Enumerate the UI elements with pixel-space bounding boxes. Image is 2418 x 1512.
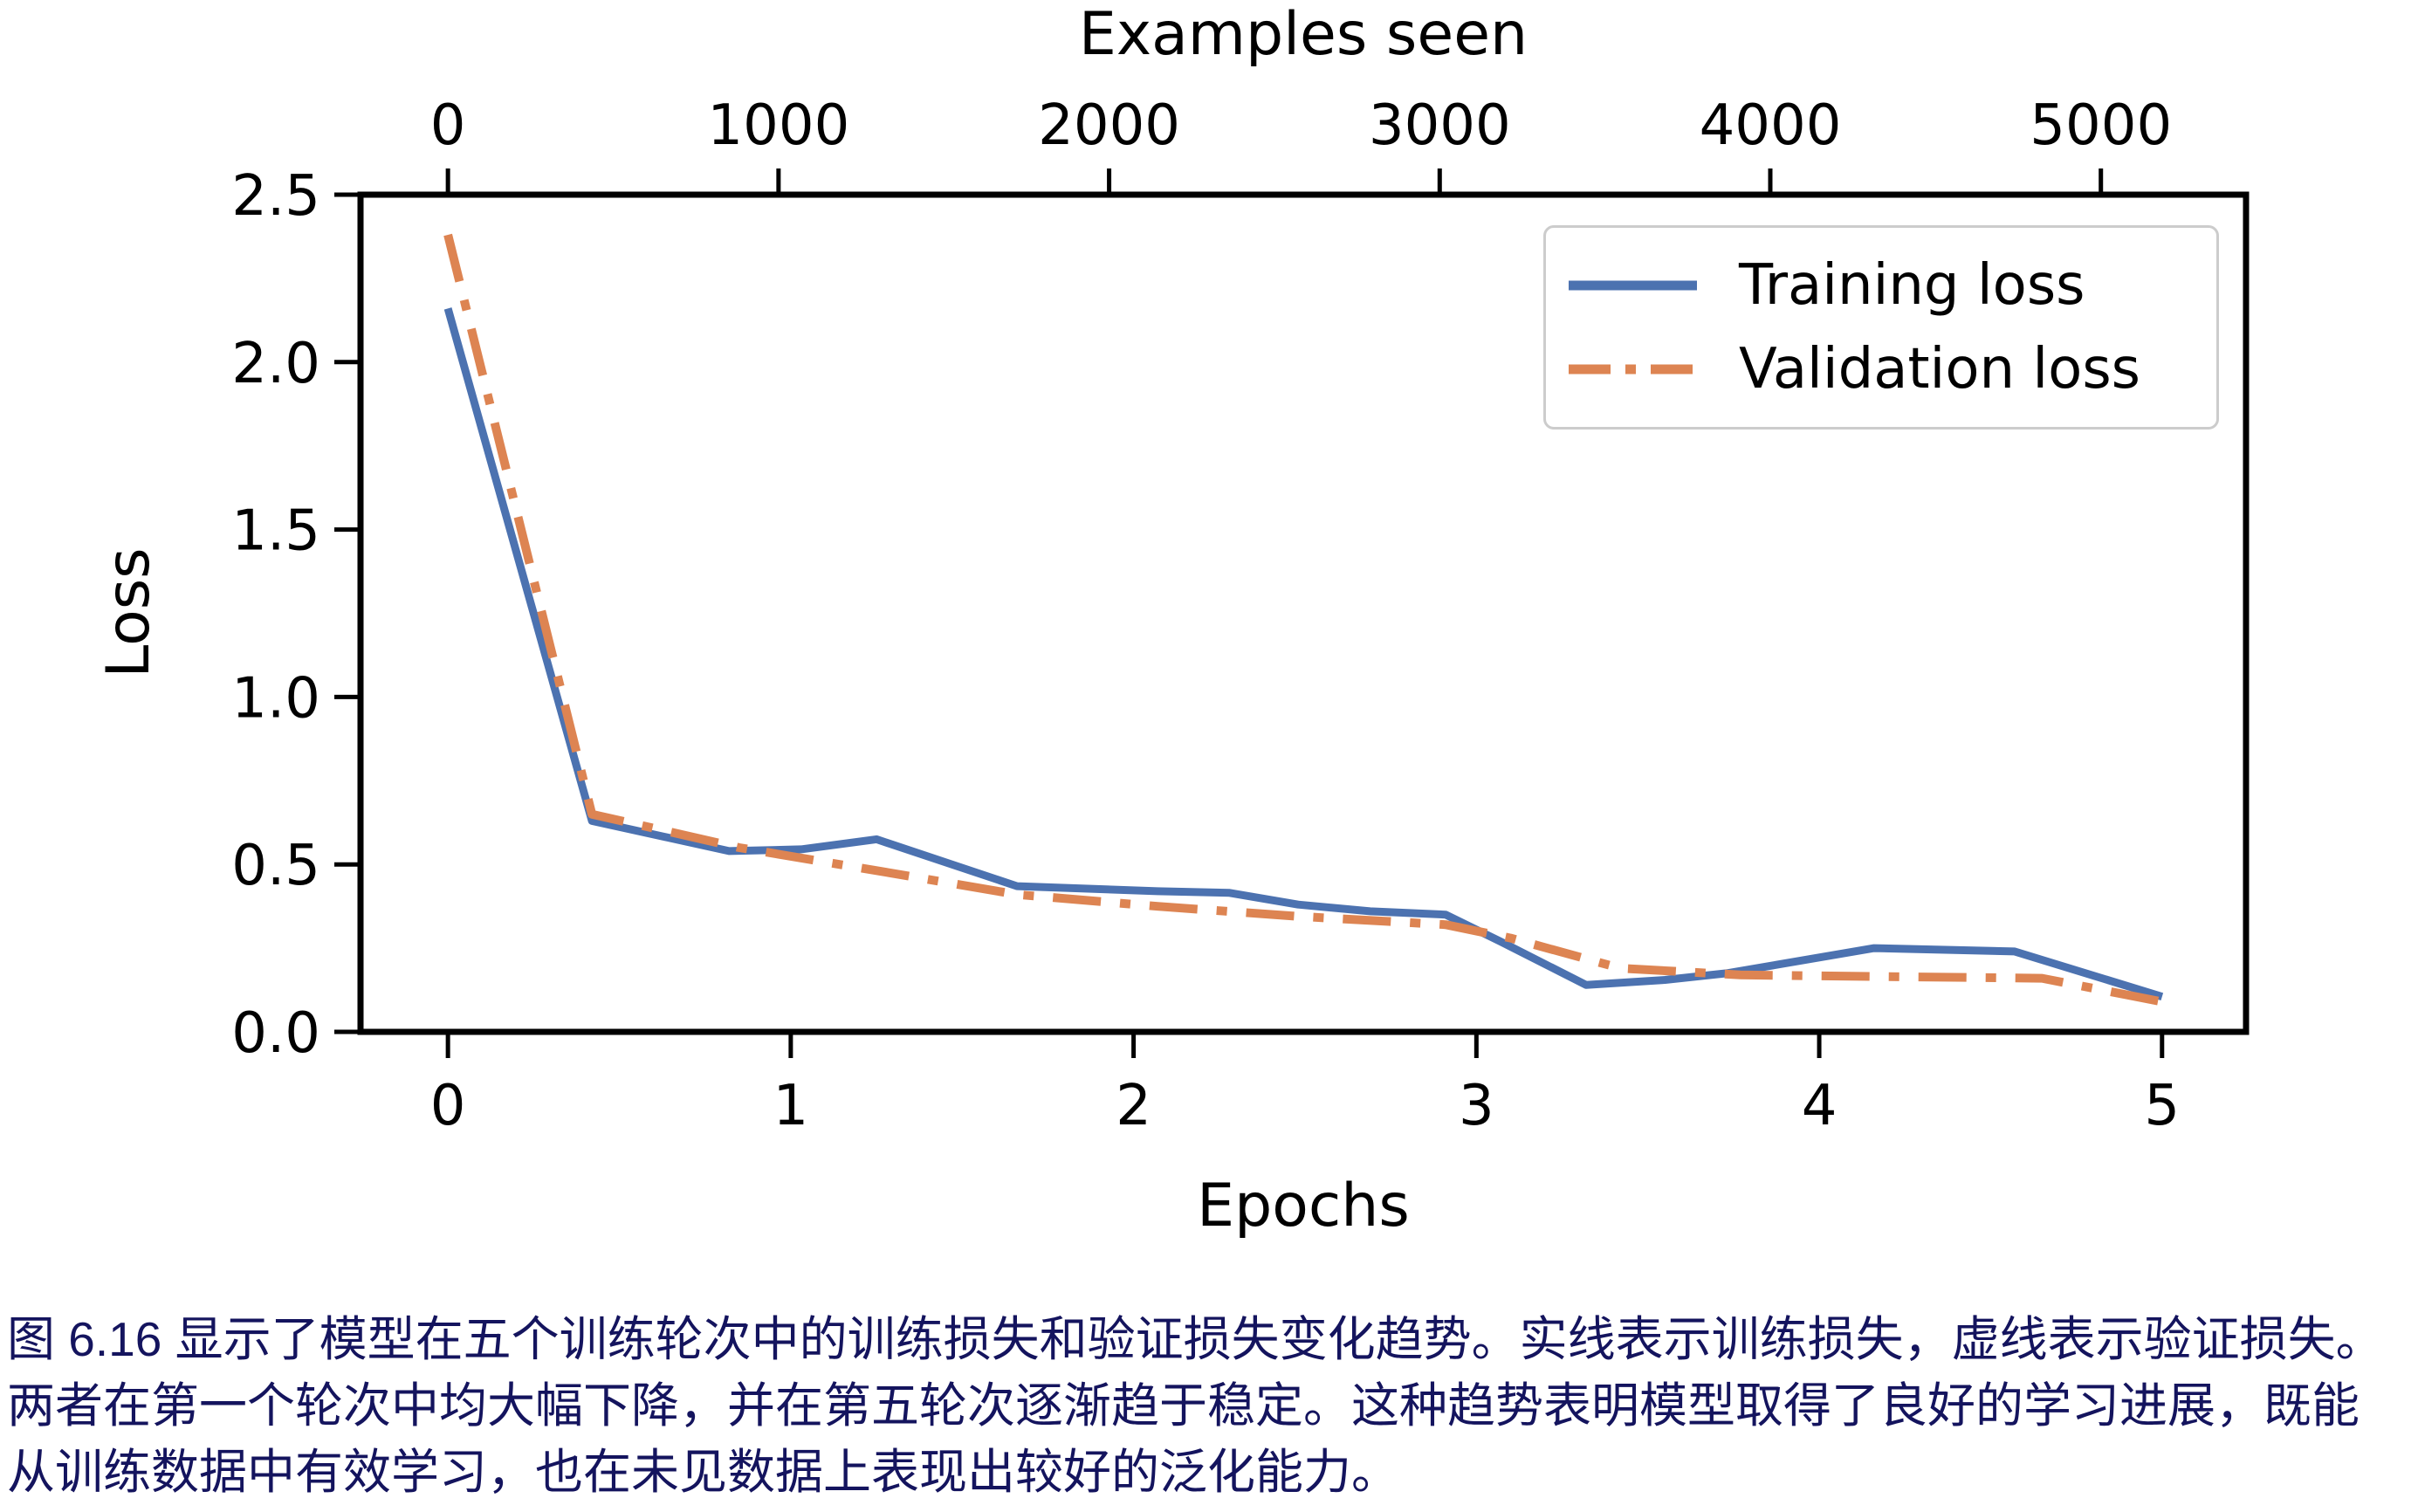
top-tick-label: 1000 [707, 93, 849, 158]
top-tick-label: 3000 [1369, 93, 1511, 158]
top-tick-label: 5000 [2030, 93, 2172, 158]
legend-label-training: Training loss [1739, 252, 2085, 318]
loss-figure: 0 1 2 3 4 5 0.0 0.5 1.0 1.5 2.0 2.5 0 1000 2000 3000 400… [94, 0, 2250, 1241]
legend-label-validation: Validation loss [1739, 337, 2140, 402]
top-tick-label: 0 [430, 93, 466, 158]
legend-box: Training loss Validation loss [1543, 225, 2219, 430]
legend-entry-validation: Validation loss [1565, 337, 2216, 402]
legend-entry-training: Training loss [1565, 253, 2216, 318]
top-tick-label: 2000 [1038, 93, 1180, 158]
y-tick-label: 2.0 [231, 332, 320, 396]
x-tick-label: 5 [2144, 1074, 2180, 1138]
loss-chart-canvas: 0 1 2 3 4 5 0.0 0.5 1.0 1.5 2.0 2.5 0 1000 2000 3000 400… [231, 93, 2250, 1138]
validation-line-sample [1569, 364, 1697, 375]
x-tick-label: 3 [1459, 1074, 1494, 1138]
x-tick-label: 2 [1116, 1074, 1151, 1138]
plot-frame [357, 191, 2250, 1035]
caption-line-2: 两者在第一个轮次中均大幅下降，并在第五轮次逐渐趋于稳定。这种趋势表明模型取得了良… [7, 1378, 2360, 1433]
x-tick-label: 4 [1802, 1074, 1838, 1138]
training-line-sample [1569, 280, 1697, 291]
top-tick-label: 4000 [1700, 93, 1842, 158]
validation-loss-line [443, 233, 2163, 1007]
y-tick-label: 1.5 [231, 499, 320, 564]
y-tick-label: 0.0 [231, 1001, 320, 1066]
top-axis-title: Examples seen [1078, 0, 1528, 69]
x-tick-label: 0 [430, 1074, 466, 1138]
y-tick-label: 1.0 [231, 666, 320, 731]
training-loss-line [443, 307, 2164, 1001]
y-tick-label: 0.5 [231, 834, 320, 898]
x-tick-label: 1 [773, 1074, 809, 1138]
x-axis-title: Epochs [1197, 1172, 1410, 1241]
figure-caption: 图 6.16 显示了模型在五个训练轮次中的训练损失和验证损失变化趋势。实线表示训… [7, 1306, 2413, 1505]
caption-line-1: 图 6.16 显示了模型在五个训练轮次中的训练损失和验证损失变化趋势。实线表示训… [7, 1312, 2384, 1366]
y-tick-label: 2.5 [231, 164, 320, 229]
caption-line-3: 从训练数据中有效学习，也在未见数据上表现出较好的泛化能力。 [7, 1445, 1400, 1499]
